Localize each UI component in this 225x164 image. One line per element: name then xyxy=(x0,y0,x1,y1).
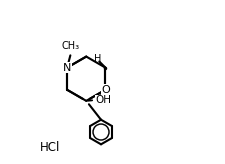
Text: H: H xyxy=(95,94,103,104)
Text: OH: OH xyxy=(95,95,111,105)
Text: O: O xyxy=(101,85,110,95)
Text: CH₃: CH₃ xyxy=(61,41,79,51)
Text: N: N xyxy=(63,63,71,73)
Text: H: H xyxy=(94,54,101,64)
Text: HCl: HCl xyxy=(40,141,61,154)
